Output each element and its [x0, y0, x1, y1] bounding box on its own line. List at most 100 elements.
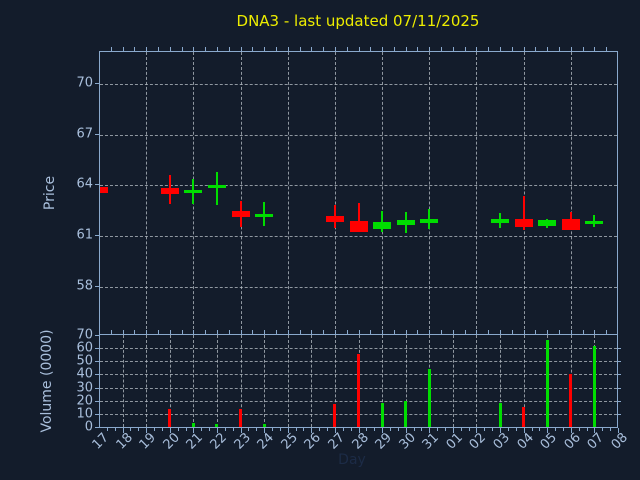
x-tickmark-bottom: [460, 428, 462, 431]
x-tickmark-bottom: [382, 428, 384, 433]
x-tickmark-bottom: [484, 428, 486, 431]
x-tickmark-mid: [405, 330, 407, 334]
x-tickmark-bottom: [618, 428, 619, 433]
x-tickmark-mid: [417, 330, 419, 334]
y-tickmark-volume: [95, 413, 99, 415]
x-tickmark-mid: [228, 330, 230, 334]
volume-tick-label-40: 40: [76, 366, 93, 382]
x-tickmark-bottom: [397, 428, 399, 431]
x-tickmark-mid: [311, 330, 313, 334]
volume-vgridline-20: [169, 335, 171, 427]
x-tickmark-bottom: [555, 428, 557, 431]
x-tickmark-top: [382, 47, 384, 51]
x-tickmark-top: [452, 47, 454, 51]
x-tickmark-mid: [393, 330, 395, 334]
candle-body-21: [184, 190, 203, 193]
candle-wick-29: [381, 210, 384, 232]
volume-vgridline-29: [382, 335, 384, 427]
x-tickmark-top: [311, 47, 313, 51]
candle-body-22: [207, 185, 226, 188]
x-tickmark-mid: [240, 330, 242, 334]
volume-vgridline-26: [311, 335, 313, 427]
x-tickmark-top: [275, 47, 277, 51]
volume-vgridline-30: [405, 335, 407, 427]
y-tickmark-price: [95, 184, 99, 186]
y-tickmark-volume-right: [618, 413, 621, 415]
candle-body-30: [396, 220, 415, 226]
x-tickmark-bottom: [421, 428, 423, 431]
x-tickmark-mid: [547, 330, 549, 334]
x-tickmark-top: [370, 47, 372, 51]
x-tickmark-bottom: [586, 428, 588, 431]
x-tickmark-bottom: [507, 428, 509, 431]
x-tick-label-05: 05: [537, 430, 561, 453]
x-tickmark-bottom: [523, 428, 525, 433]
candle-body-05: [538, 219, 557, 226]
price-tick-label-58: 58: [76, 278, 93, 294]
x-tickmark-top: [535, 47, 537, 51]
x-tickmark-bottom: [405, 428, 407, 433]
x-tickmark-bottom: [562, 428, 564, 431]
volume-bar-31: [427, 369, 431, 427]
price-vgridline-29: [382, 52, 384, 334]
volume-bar-29: [380, 403, 384, 427]
candle-body-31: [420, 219, 439, 223]
x-tickmark-top: [476, 47, 478, 51]
x-tickmark-bottom: [539, 428, 541, 431]
candle-body-23: [231, 210, 250, 218]
x-tickmark-bottom: [413, 428, 415, 431]
x-tickmark-bottom: [146, 428, 148, 433]
price-gridline-64: [100, 185, 617, 187]
x-tickmark-bottom: [154, 428, 156, 431]
x-tickmark-mid: [181, 330, 183, 334]
x-tickmark-top: [216, 47, 218, 51]
price-vgridline-27: [334, 52, 336, 334]
x-tickmark-bottom: [311, 428, 313, 433]
x-tickmark-bottom: [492, 428, 494, 431]
price-vgridline-19: [146, 52, 148, 334]
x-tickmark-top: [547, 47, 549, 51]
candle-body-04: [514, 219, 533, 227]
x-tickmark-bottom: [358, 428, 360, 433]
volume-bar-21: [191, 423, 195, 427]
x-axis-label: Day: [338, 452, 366, 468]
volume-bar-04: [522, 406, 526, 427]
x-tickmark-mid: [193, 330, 195, 334]
x-tickmark-top: [287, 47, 289, 51]
price-vgridline-25: [287, 52, 289, 334]
volume-vgridline-02: [476, 335, 478, 427]
x-tickmark-mid: [122, 330, 124, 334]
x-tickmark-mid: [287, 330, 289, 334]
x-tickmark-top: [323, 47, 325, 51]
x-tickmark-bottom: [594, 428, 596, 433]
x-tickmark-bottom: [602, 428, 604, 431]
volume-bar-28: [357, 354, 360, 427]
candle-body-24: [255, 214, 274, 217]
x-tickmark-mid: [264, 330, 266, 334]
x-tickmark-bottom: [272, 428, 273, 431]
x-tickmark-top: [429, 47, 431, 51]
x-tickmark-mid: [523, 330, 525, 334]
candle-body-28: [349, 220, 368, 232]
volume-panel: [99, 335, 618, 428]
candle-body-20: [160, 187, 179, 194]
x-tickmark-mid: [216, 330, 218, 334]
volume-tick-label-10: 10: [76, 406, 93, 422]
x-tick-label-21: 21: [183, 430, 207, 453]
x-tickmark-bottom: [531, 428, 533, 431]
candle-wick-24: [263, 201, 266, 226]
y-tickmark-volume-right: [618, 400, 621, 402]
volume-vgridline-24: [264, 335, 266, 427]
x-tick-label-07: 07: [584, 430, 608, 453]
x-tickmark-bottom: [169, 428, 171, 433]
y-tickmark-volume: [95, 427, 99, 428]
volume-vgridline-03: [500, 335, 502, 427]
x-tickmark-mid: [157, 330, 159, 334]
volume-bar-07: [592, 346, 596, 427]
x-tickmark-bottom: [193, 428, 195, 433]
x-tick-label-28: 28: [349, 430, 372, 453]
x-tickmark-bottom: [547, 428, 549, 433]
x-tickmark-mid: [535, 330, 537, 334]
volume-tick-label-50: 50: [76, 353, 93, 369]
candle-body-17: [100, 187, 108, 193]
